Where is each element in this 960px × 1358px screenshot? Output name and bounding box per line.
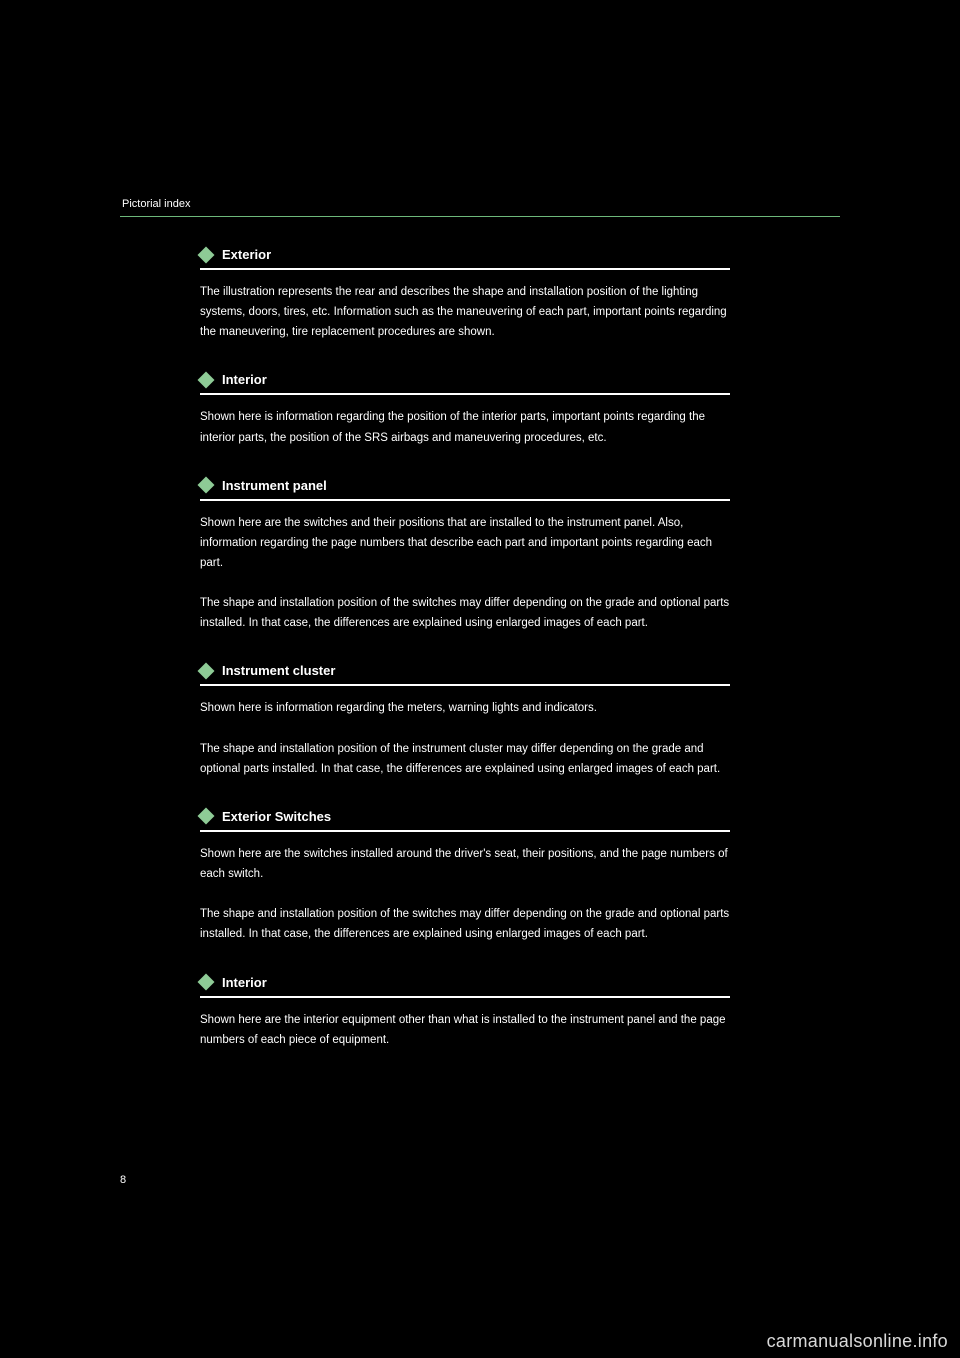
section-body: Shown here is information regarding the … (200, 698, 840, 779)
section: Instrument cluster Shown here is informat… (120, 663, 840, 779)
diamond-icon (198, 662, 215, 679)
section-title: Exterior Switches (222, 809, 331, 824)
section-rule (200, 684, 730, 686)
section-head: Interior (200, 372, 840, 387)
section: Instrument panel Shown here are the switc… (120, 478, 840, 634)
page-number: 8 (120, 1174, 126, 1186)
section-rule (200, 499, 730, 501)
section-head: Exterior Switches (200, 809, 840, 824)
section-head: Instrument panel (200, 478, 840, 493)
section: Interior Shown here is information regard… (120, 372, 840, 447)
section-rule (200, 996, 730, 998)
watermark: carmanualsonline.info (767, 1331, 948, 1352)
section: Exterior The illustration represents the … (120, 247, 840, 342)
section-body: Shown here is information regarding the … (200, 407, 840, 447)
section-body: Shown here are the switches installed ar… (200, 844, 840, 945)
header-rule (120, 216, 840, 217)
page-container: Pictorial index Exterior The illustration… (120, 198, 840, 1080)
diamond-icon (198, 808, 215, 825)
section-title: Interior (222, 372, 267, 387)
section-body: The illustration represents the rear and… (200, 282, 840, 342)
diamond-icon (198, 477, 215, 494)
section-title: Interior (222, 975, 267, 990)
section: Exterior Switches Shown here are the swit… (120, 809, 840, 945)
section-head: Instrument cluster (200, 663, 840, 678)
diamond-icon (198, 371, 215, 388)
section-rule (200, 830, 730, 832)
diamond-icon (198, 974, 215, 991)
section-body: Shown here are the interior equipment ot… (200, 1010, 840, 1050)
section: Interior Shown here are the interior equi… (120, 975, 840, 1050)
section-title: Exterior (222, 247, 271, 262)
section-title: Instrument cluster (222, 663, 335, 678)
section-head: Exterior (200, 247, 840, 262)
section-body: Shown here are the switches and their po… (200, 513, 840, 634)
section-title: Instrument panel (222, 478, 327, 493)
section-rule (200, 393, 730, 395)
section-head: Interior (200, 975, 840, 990)
section-rule (200, 268, 730, 270)
diamond-icon (198, 246, 215, 263)
page-header: Pictorial index (120, 198, 840, 210)
